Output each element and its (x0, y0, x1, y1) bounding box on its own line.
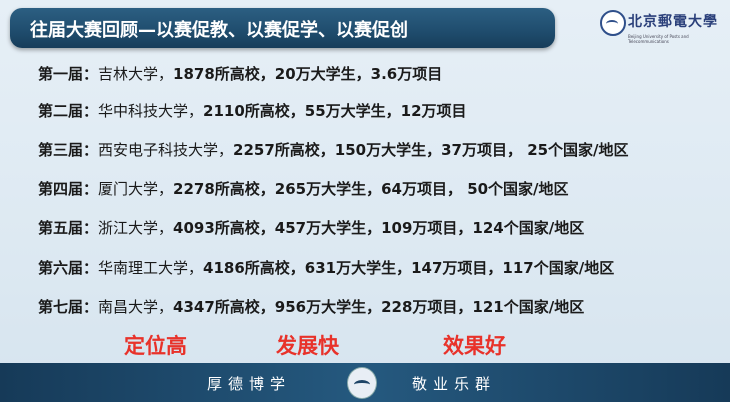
list-item: 第四届：厦门大学，2278所高校，265万大学生，64万项目， 50个国家/地区 (38, 178, 569, 199)
edition-stats: 1878所高校，20万大学生，3.6万项目 (173, 65, 443, 83)
host-school: 华南理工大学， (98, 259, 204, 277)
host-school: 浙江大学， (98, 219, 174, 237)
host-school: 吉林大学， (98, 65, 174, 83)
edition-label: 第五届： (38, 219, 99, 237)
university-logo: 北京郵電大學 Beijing University of Posts and T… (600, 10, 720, 44)
edition-label: 第二届： (38, 102, 99, 120)
slogan: 定位高 (124, 334, 187, 358)
page-title: 往届大赛回顾—以赛促教、以赛促学、以赛促创 (30, 20, 408, 41)
list-item: 第七届：南昌大学，4347所高校，956万大学生，228万项目，121个国家/地… (38, 296, 584, 317)
list-item: 第一届：吉林大学，1878所高校，20万大学生，3.6万项目 (38, 63, 442, 84)
edition-stats: 4347所高校，956万大学生，228万项目，121个国家/地区 (173, 298, 585, 316)
list-item: 第五届：浙江大学，4093所高校，457万大学生，109万项目，124个国家/地… (38, 217, 584, 238)
host-school: 厦门大学， (98, 180, 174, 198)
logo-text: 北京郵電大學 (628, 14, 718, 30)
motto-right: 敬业乐群 (412, 375, 497, 393)
edition-stats: 2257所高校，150万大学生，37万项目， 25个国家/地区 (233, 141, 629, 159)
footer-bar: 厚德博学 敬业乐群 (0, 363, 730, 402)
list-item: 第六届：华南理工大学，4186所高校，631万大学生，147万项目，117个国家… (38, 257, 614, 278)
university-emblem-icon (600, 10, 626, 36)
edition-label: 第六届： (38, 259, 99, 277)
edition-stats: 4186所高校，631万大学生，147万项目，117个国家/地区 (203, 259, 615, 277)
host-school: 西安电子科技大学， (98, 141, 234, 159)
list-item: 第二届：华中科技大学，2110所高校，55万大学生，12万项目 (38, 100, 467, 121)
edition-label: 第一届： (38, 65, 99, 83)
edition-label: 第七届： (38, 298, 99, 316)
edition-stats: 2110所高校，55万大学生，12万项目 (203, 102, 467, 120)
title-bar: 往届大赛回顾—以赛促教、以赛促学、以赛促创 (10, 8, 555, 48)
logo-subtext: Beijing University of Posts and Telecomm… (628, 34, 689, 44)
host-school: 华中科技大学， (98, 102, 204, 120)
edition-stats: 4093所高校，457万大学生，109万项目，124个国家/地区 (173, 219, 585, 237)
edition-label: 第三届： (38, 141, 99, 159)
slogan: 发展快 (276, 334, 339, 358)
university-emblem-icon (347, 367, 377, 399)
slogan: 效果好 (443, 334, 506, 358)
edition-label: 第四届： (38, 180, 99, 198)
motto-left: 厚德博学 (207, 375, 292, 393)
edition-stats: 2278所高校，265万大学生，64万项目， 50个国家/地区 (173, 180, 569, 198)
host-school: 南昌大学， (98, 298, 174, 316)
list-item: 第三届：西安电子科技大学，2257所高校，150万大学生，37万项目， 25个国… (38, 139, 629, 160)
